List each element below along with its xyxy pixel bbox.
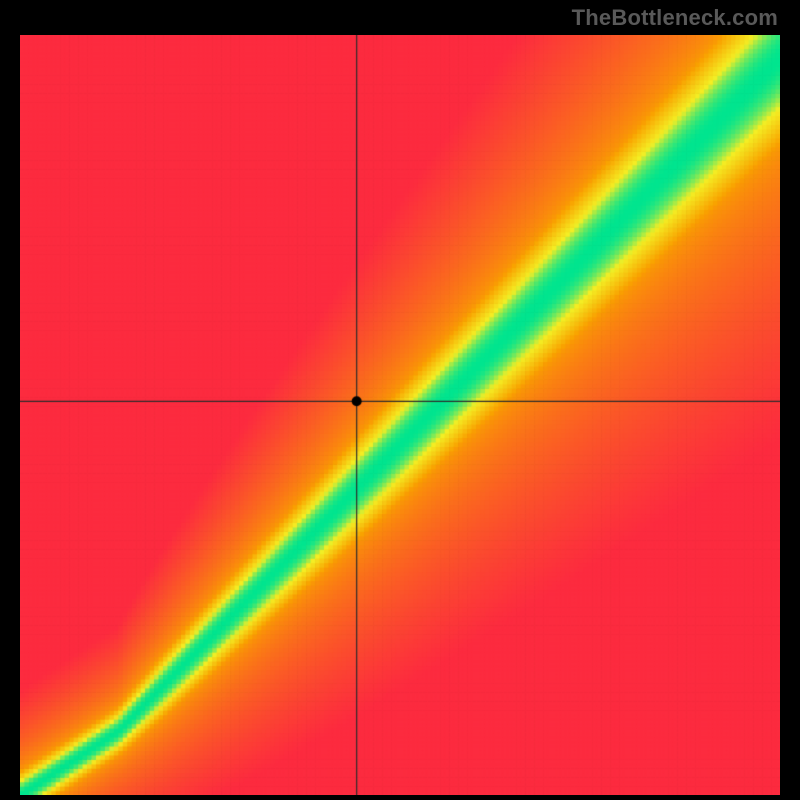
chart-container: TheBottleneck.com — [0, 0, 800, 800]
bottleneck-heatmap — [20, 35, 780, 795]
watermark-text: TheBottleneck.com — [572, 5, 778, 31]
